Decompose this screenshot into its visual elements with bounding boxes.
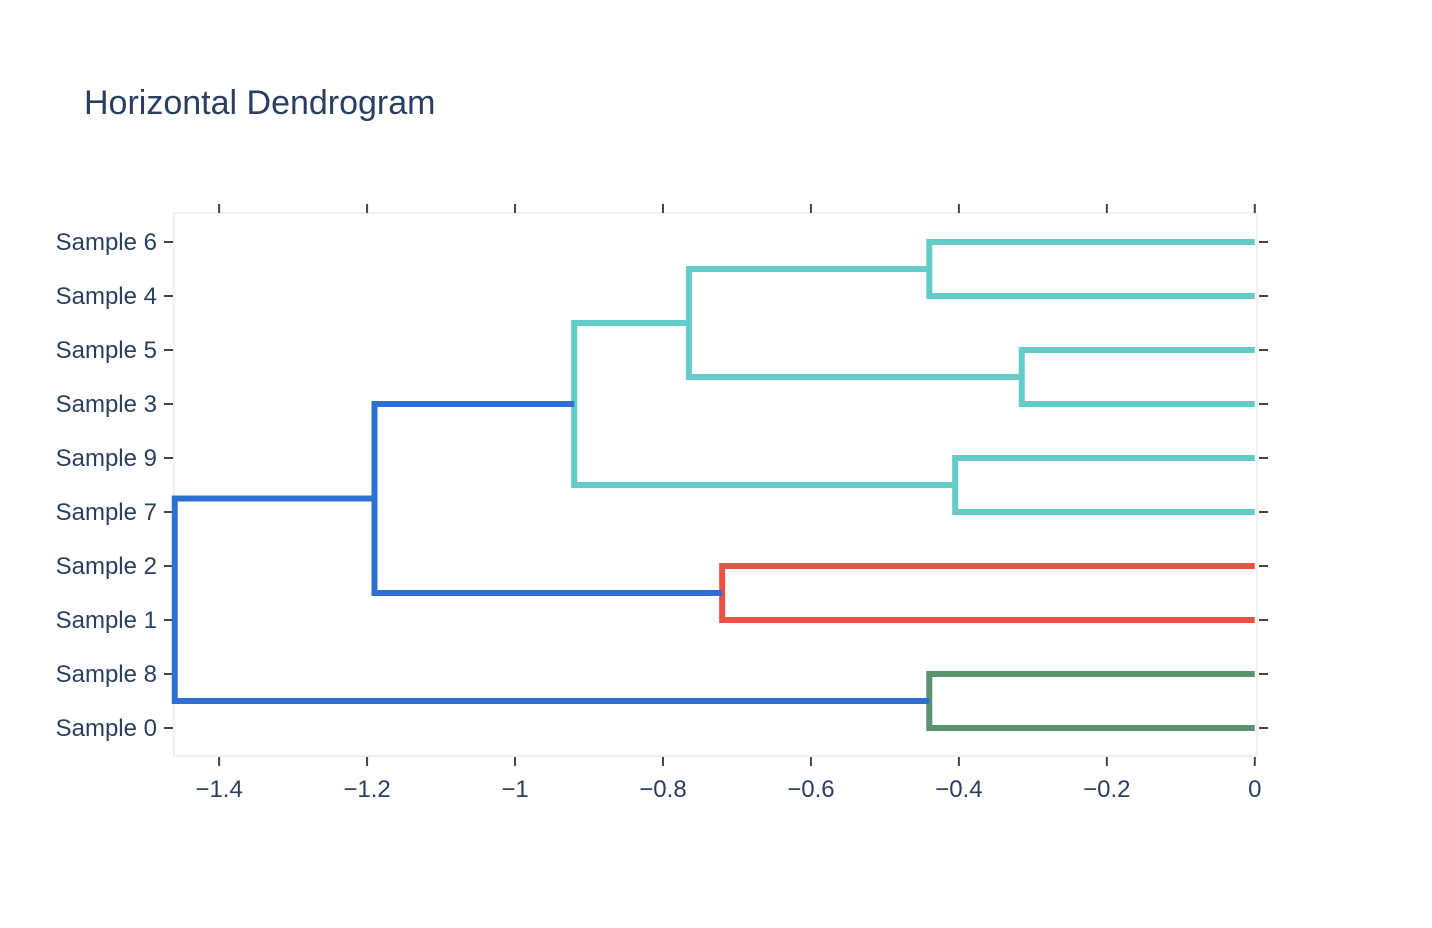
y-tick-label: Sample 9 bbox=[56, 445, 157, 472]
dendrogram-link-teal-cluster-root[interactable] bbox=[571, 320, 956, 488]
dendrogram-link-upper+red-cluster[interactable] bbox=[371, 401, 723, 596]
dendrogram-link-root[interactable] bbox=[171, 495, 930, 704]
x-tick-label: −0.4 bbox=[935, 776, 982, 803]
dendrogram-link-S6+S4[interactable] bbox=[926, 239, 1255, 299]
y-tick-label: Sample 7 bbox=[56, 499, 157, 526]
dendrogram-link-S8+S0[interactable] bbox=[926, 671, 1255, 731]
y-tick-label: Sample 5 bbox=[56, 337, 157, 364]
y-tick-label: Sample 4 bbox=[56, 283, 157, 310]
y-tick-label: Sample 2 bbox=[56, 553, 157, 580]
y-tick-label: Sample 0 bbox=[56, 715, 157, 742]
dendrogram-link-(S6,S4)+(S5,S3)[interactable] bbox=[685, 266, 1022, 380]
x-tick-label: −0.2 bbox=[1083, 776, 1130, 803]
x-tick-label: −1.2 bbox=[343, 776, 390, 803]
x-tick-label: −1 bbox=[501, 776, 528, 803]
y-tick-label: Sample 8 bbox=[56, 661, 157, 688]
dendrogram-link-S2+S1[interactable] bbox=[719, 563, 1255, 623]
dendrogram-link-S9+S7[interactable] bbox=[952, 455, 1255, 515]
y-tick-label: Sample 3 bbox=[56, 391, 157, 418]
y-tick-label: Sample 6 bbox=[56, 229, 157, 256]
x-tick-label: −1.4 bbox=[195, 776, 242, 803]
x-tick-label: −0.6 bbox=[787, 776, 834, 803]
y-tick-label: Sample 1 bbox=[56, 607, 157, 634]
x-tick-label: 0 bbox=[1248, 776, 1261, 803]
chart-title: Horizontal Dendrogram bbox=[84, 84, 436, 122]
x-tick-label: −0.8 bbox=[639, 776, 686, 803]
dendrogram-link-S5+S3[interactable] bbox=[1018, 347, 1255, 407]
plot-area-border bbox=[173, 212, 1258, 757]
